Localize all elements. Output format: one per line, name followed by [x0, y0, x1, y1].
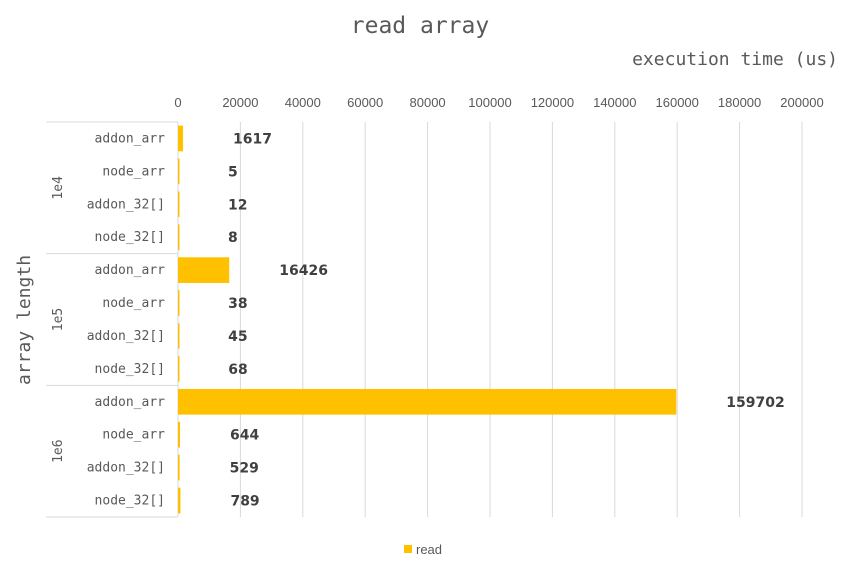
- legend-label: read: [416, 542, 442, 557]
- x-tick-label: 20000: [222, 95, 258, 110]
- bar: [178, 191, 180, 218]
- category-label: addon_arr: [95, 395, 166, 410]
- data-label: 12: [228, 197, 247, 213]
- x-tick-label: 140000: [593, 95, 636, 110]
- group-label: 1e5: [51, 308, 66, 331]
- category-label: node_arr: [102, 428, 165, 443]
- data-label: 1617: [233, 131, 272, 147]
- x-tick-label: 40000: [285, 95, 321, 110]
- gridlines: [46, 121, 803, 518]
- category-label: addon_32[]: [87, 197, 165, 212]
- category-label: node_arr: [102, 164, 165, 179]
- bar: [178, 421, 181, 448]
- data-label: 5: [228, 164, 238, 180]
- bar: [178, 158, 180, 185]
- bar: [178, 454, 180, 481]
- x-tick-label: 100000: [468, 95, 511, 110]
- x-tick-label: 180000: [718, 95, 761, 110]
- legend-swatch: [404, 545, 412, 553]
- bar: [178, 257, 230, 283]
- data-label: 159702: [726, 395, 784, 411]
- category-labels: addon_arrnode_arraddon_32[]node_32[]addo…: [87, 131, 165, 508]
- bar: [178, 224, 180, 251]
- group-labels: 1e4 1e5 1e6: [51, 176, 66, 463]
- data-label: 68: [228, 362, 247, 378]
- group-label: 1e6: [51, 439, 66, 462]
- bar: [178, 125, 184, 152]
- group-label: 1e4: [51, 176, 66, 200]
- x-tick-label: 160000: [656, 95, 699, 110]
- data-label: 45: [228, 329, 247, 345]
- bar: [178, 323, 180, 349]
- category-label: addon_32[]: [87, 329, 165, 344]
- category-label: node_32[]: [95, 494, 165, 509]
- data-label: 16426: [279, 263, 328, 279]
- category-label: node_32[]: [95, 230, 165, 245]
- x-tick-label: 200000: [780, 95, 823, 110]
- legend: read: [404, 542, 442, 557]
- category-label: node_arr: [102, 296, 165, 311]
- category-label: node_32[]: [95, 362, 165, 377]
- data-label: 644: [230, 428, 259, 444]
- x-axis-title: execution time (us): [632, 49, 838, 70]
- category-label: addon_arr: [95, 131, 166, 146]
- bars: [178, 125, 677, 514]
- bar: [178, 290, 180, 316]
- data-label: 789: [230, 494, 259, 510]
- bar: [178, 356, 180, 382]
- chart-title: read array: [351, 13, 489, 39]
- bar: [178, 388, 677, 415]
- y-axis-title: array length: [14, 255, 35, 385]
- x-tick-label: 120000: [531, 95, 574, 110]
- x-tick-label: 0: [174, 95, 181, 110]
- data-label: 38: [228, 296, 247, 312]
- category-label: addon_32[]: [87, 461, 165, 476]
- category-label: addon_arr: [95, 263, 166, 278]
- x-tick-label: 80000: [410, 95, 446, 110]
- bar: [178, 487, 181, 514]
- data-label: 8: [228, 230, 238, 246]
- data-labels: 1617 5 12 8 16426 38 45 68 159702 644 529 789: [228, 131, 785, 509]
- x-tick-label: 60000: [347, 95, 383, 110]
- x-tick-labels: 0 20000 40000 60000 80000 100000 120000 140000 1…: [174, 95, 823, 110]
- data-label: 529: [230, 461, 259, 477]
